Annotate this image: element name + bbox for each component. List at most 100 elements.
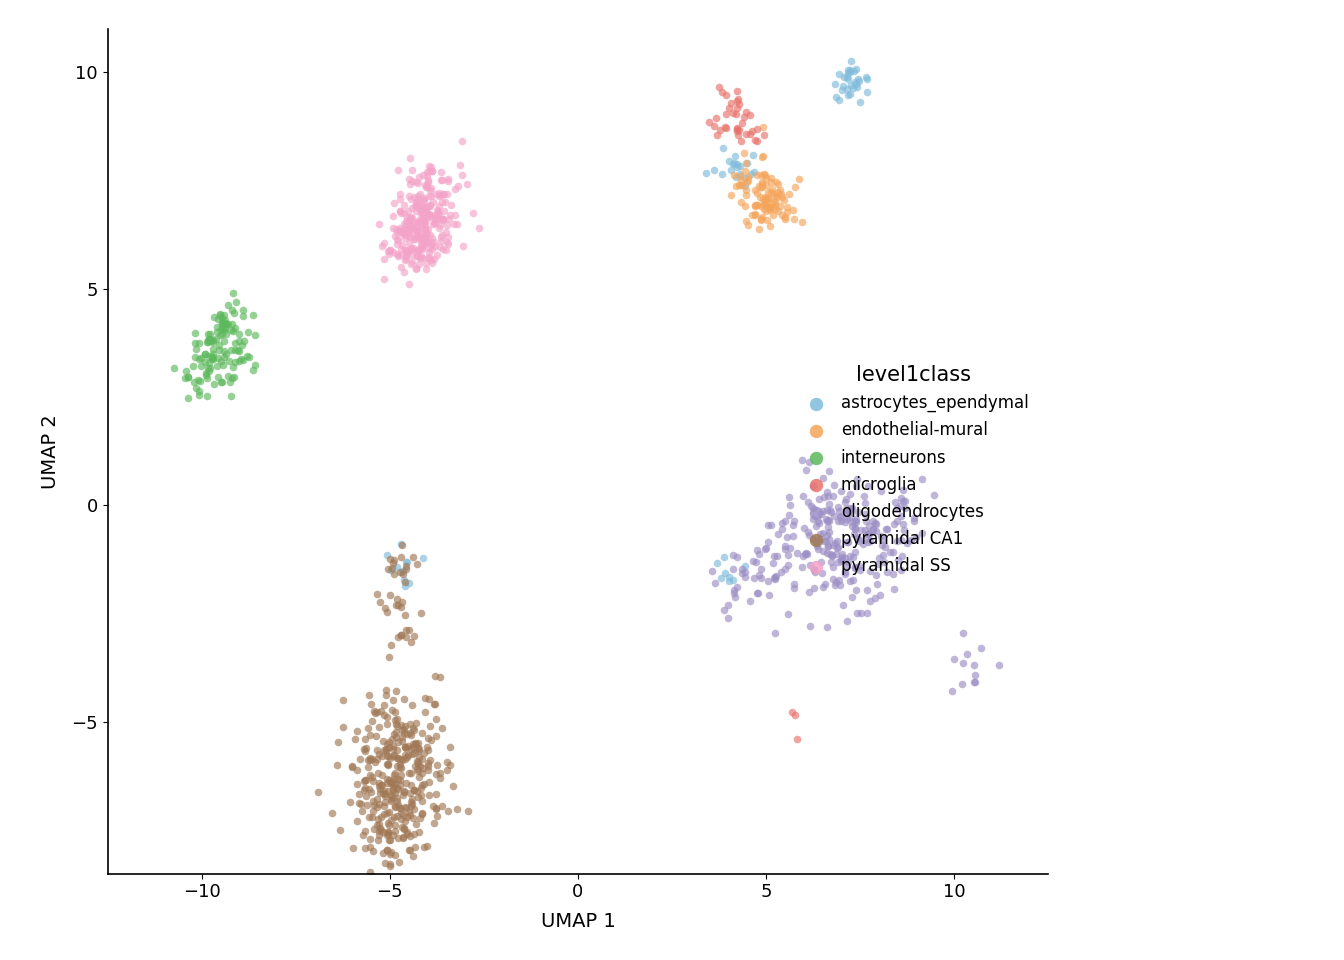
Point: [952, 677, 973, 692]
Point: [411, 787, 433, 803]
Point: [457, 803, 478, 818]
Point: [840, 64, 862, 80]
Point: [414, 228, 435, 244]
Point: [402, 248, 423, 263]
Point: [422, 255, 444, 271]
Point: [746, 133, 767, 149]
Point: [813, 543, 835, 559]
Point: [359, 753, 380, 768]
Point: [442, 779, 464, 794]
Point: [406, 556, 427, 571]
Point: [411, 241, 433, 256]
Point: [353, 741, 375, 756]
Point: [411, 222, 433, 237]
Point: [425, 238, 446, 253]
Point: [414, 705, 435, 720]
Point: [832, 597, 853, 612]
Point: [715, 120, 737, 135]
Point: [745, 198, 766, 213]
Point: [755, 171, 777, 186]
Point: [724, 589, 746, 605]
Point: [386, 758, 407, 774]
Point: [710, 123, 731, 138]
Point: [376, 843, 398, 858]
Point: [175, 371, 196, 386]
Point: [857, 518, 879, 534]
Point: [352, 782, 374, 798]
Point: [394, 197, 415, 212]
Point: [396, 244, 418, 259]
Point: [406, 219, 427, 234]
Point: [390, 564, 411, 580]
Point: [766, 548, 788, 564]
Point: [371, 238, 392, 253]
Point: [325, 756, 347, 772]
Point: [835, 551, 856, 566]
Point: [970, 640, 992, 656]
Point: [392, 830, 414, 846]
Point: [238, 349, 259, 365]
Point: [411, 805, 433, 821]
Point: [841, 572, 863, 588]
Point: [359, 809, 380, 825]
Point: [392, 205, 414, 221]
Point: [198, 334, 219, 349]
Point: [762, 207, 784, 223]
Point: [722, 156, 743, 172]
Point: [749, 221, 770, 236]
Point: [388, 204, 410, 219]
Point: [775, 199, 797, 214]
Point: [394, 718, 415, 733]
Point: [392, 223, 414, 238]
Point: [848, 73, 870, 88]
Point: [847, 80, 868, 95]
Point: [387, 750, 409, 765]
Point: [767, 184, 789, 200]
Point: [391, 730, 413, 745]
Point: [415, 202, 437, 217]
Point: [405, 840, 426, 855]
Point: [407, 764, 429, 780]
Point: [386, 221, 407, 236]
Point: [183, 374, 204, 390]
Point: [870, 483, 891, 498]
Point: [770, 187, 792, 203]
Point: [403, 629, 425, 644]
Point: [431, 173, 453, 188]
Point: [202, 349, 223, 365]
Point: [374, 708, 395, 723]
Point: [392, 787, 414, 803]
Point: [371, 822, 392, 837]
Point: [356, 721, 378, 736]
Point: [426, 808, 448, 824]
Point: [798, 455, 820, 470]
Point: [363, 774, 384, 789]
Point: [423, 696, 445, 711]
Point: [763, 194, 785, 209]
Point: [210, 307, 231, 323]
Point: [210, 374, 231, 390]
Point: [845, 61, 867, 77]
Point: [407, 740, 429, 756]
Point: [375, 855, 396, 871]
Point: [761, 170, 782, 185]
Point: [726, 549, 747, 564]
Point: [345, 762, 367, 778]
Point: [238, 324, 259, 340]
Point: [730, 167, 751, 182]
Point: [379, 774, 401, 789]
Point: [716, 611, 738, 626]
Point: [398, 213, 419, 228]
Point: [879, 544, 900, 560]
Point: [750, 562, 771, 577]
Point: [437, 234, 458, 250]
Point: [195, 354, 216, 370]
Point: [754, 167, 775, 182]
Point: [395, 740, 417, 756]
Point: [228, 354, 250, 370]
Point: [394, 739, 415, 755]
Point: [857, 527, 879, 542]
Point: [745, 207, 766, 223]
Point: [796, 463, 817, 478]
Point: [219, 374, 241, 390]
